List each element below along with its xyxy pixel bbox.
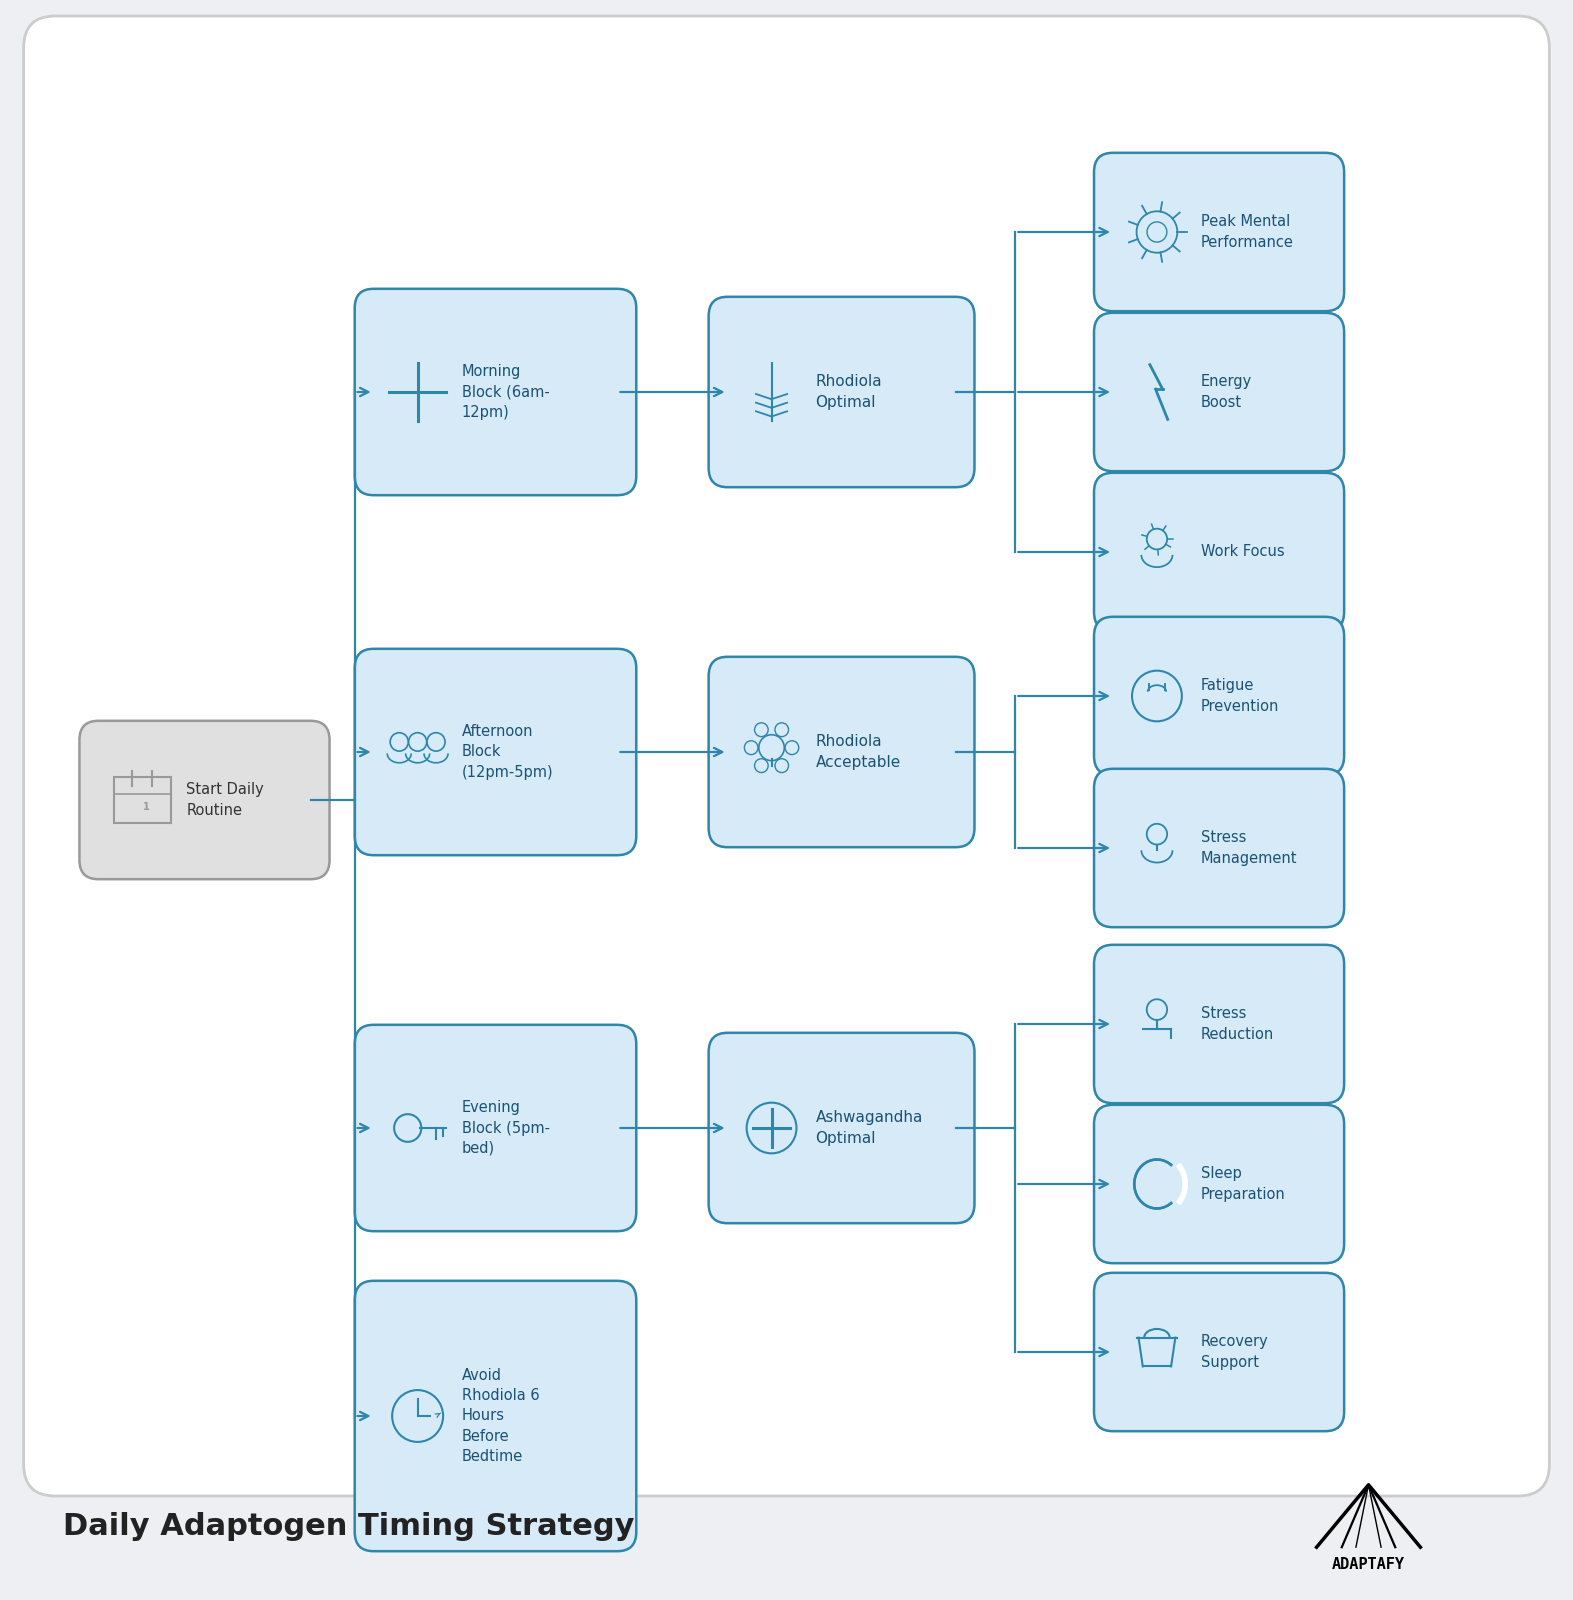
FancyBboxPatch shape [1095,944,1343,1104]
FancyBboxPatch shape [80,720,330,878]
Text: Daily Adaptogen Timing Strategy: Daily Adaptogen Timing Strategy [63,1512,634,1541]
FancyBboxPatch shape [354,288,635,496]
Text: Sleep
Preparation: Sleep Preparation [1202,1166,1285,1202]
FancyBboxPatch shape [354,1026,635,1232]
Text: Start Daily
Routine: Start Daily Routine [186,782,264,818]
Text: Afternoon
Block
(12pm-5pm): Afternoon Block (12pm-5pm) [462,725,554,779]
FancyBboxPatch shape [1095,314,1343,470]
FancyBboxPatch shape [354,1280,635,1552]
Text: Rhodiola
Optimal: Rhodiola Optimal [816,374,882,410]
Text: Work Focus: Work Focus [1202,544,1285,560]
Text: Fatigue
Prevention: Fatigue Prevention [1202,678,1279,714]
Text: Stress
Reduction: Stress Reduction [1202,1006,1274,1042]
Text: Ashwagandha
Optimal: Ashwagandha Optimal [816,1110,923,1146]
FancyBboxPatch shape [709,298,974,486]
FancyBboxPatch shape [24,16,1549,1496]
FancyBboxPatch shape [354,650,635,854]
FancyBboxPatch shape [1095,1274,1343,1430]
FancyBboxPatch shape [709,656,974,848]
FancyBboxPatch shape [1095,1104,1343,1264]
FancyBboxPatch shape [1095,618,1343,776]
Text: Avoid
Rhodiola 6
Hours
Before
Bedtime: Avoid Rhodiola 6 Hours Before Bedtime [462,1368,540,1464]
Text: Recovery
Support: Recovery Support [1202,1334,1269,1370]
Text: Peak Mental
Performance: Peak Mental Performance [1202,214,1295,250]
Text: Stress
Management: Stress Management [1202,830,1298,866]
Text: Morning
Block (6am-
12pm): Morning Block (6am- 12pm) [462,365,549,419]
FancyBboxPatch shape [1095,152,1343,310]
Text: ADAPTAFY: ADAPTAFY [1332,1557,1405,1571]
Text: 1: 1 [143,802,149,813]
FancyBboxPatch shape [1095,474,1343,630]
FancyBboxPatch shape [709,1034,974,1222]
Text: Rhodiola
Acceptable: Rhodiola Acceptable [816,734,901,770]
FancyBboxPatch shape [1095,770,1343,928]
Text: Evening
Block (5pm-
bed): Evening Block (5pm- bed) [462,1101,549,1155]
Text: Energy
Boost: Energy Boost [1202,374,1252,410]
